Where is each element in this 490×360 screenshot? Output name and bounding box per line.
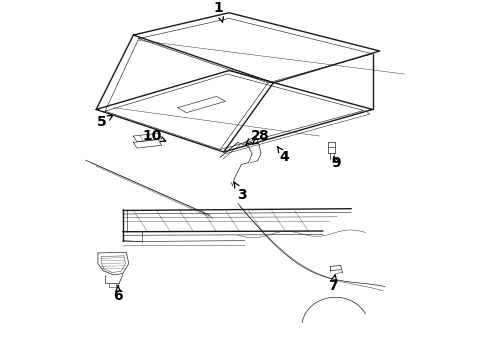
Text: 7: 7	[328, 275, 338, 293]
Text: 2: 2	[246, 129, 261, 144]
Text: 6: 6	[113, 285, 123, 302]
Text: 1: 1	[214, 1, 223, 22]
Text: 8: 8	[252, 129, 269, 144]
Text: 9: 9	[331, 156, 341, 170]
Text: 5: 5	[97, 115, 113, 129]
Text: 4: 4	[277, 147, 290, 163]
Text: 3: 3	[234, 182, 246, 202]
Text: 10: 10	[143, 129, 166, 143]
